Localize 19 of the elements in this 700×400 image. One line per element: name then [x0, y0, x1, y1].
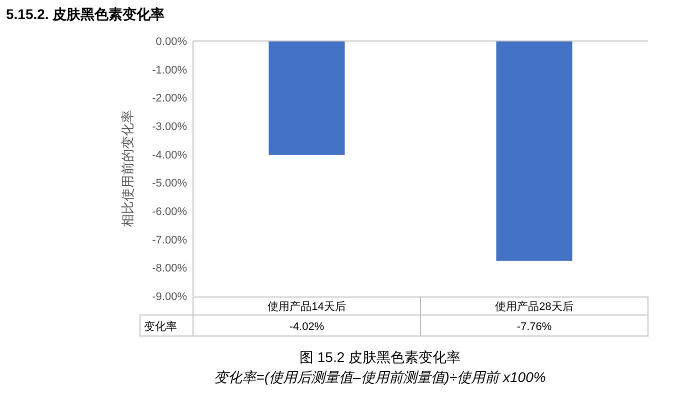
- y-tick-label: -9.00%: [152, 291, 188, 303]
- y-tick-label: -7.00%: [152, 234, 188, 246]
- y-tick-label: -4.00%: [152, 149, 188, 162]
- y-axis-title: 相比使用前的变化率: [120, 110, 135, 227]
- y-tick-label: -8.00%: [152, 262, 188, 275]
- caption: 图 15.2 皮肤黑色素变化率: [299, 349, 461, 365]
- x-tick-label: 使用产品14天后: [268, 300, 346, 313]
- text: 变化率=(使用后测量值–使用前测量值)÷使用前 x100%: [214, 369, 546, 385]
- y-tick-label: -2.00%: [152, 92, 188, 105]
- data-label: -7.76%: [516, 321, 552, 333]
- text: 变化率: [144, 320, 177, 333]
- y-tick-label: -3.00%: [152, 121, 188, 133]
- y-tick-label: -6.00%: [152, 206, 188, 218]
- y-tick-label: 0.00%: [156, 36, 188, 48]
- chart-title: 5.15.2. 皮肤黑色素变化率: [6, 6, 165, 22]
- data-label: -4.02%: [289, 321, 324, 333]
- y-tick-label: -1.00%: [152, 64, 188, 76]
- x-tick-label: 使用产品28天后: [495, 300, 574, 313]
- y-tick-label: -5.00%: [152, 178, 188, 190]
